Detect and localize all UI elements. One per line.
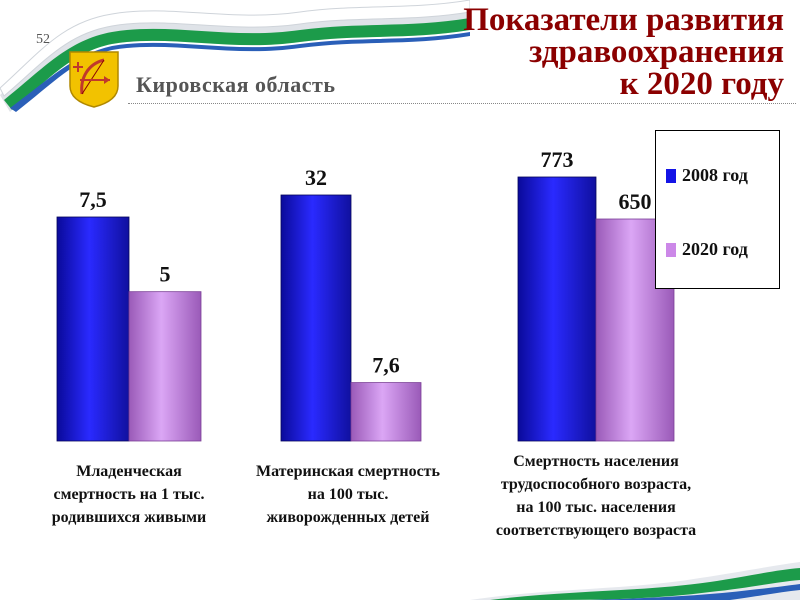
category-label-line: смертность на 1 тыс. (53, 486, 205, 503)
legend-label-2020: 2020 год (682, 239, 748, 259)
chart-legend: 2008 год 2020 год (655, 130, 780, 289)
category-label-line: трудоспособного возраста, (500, 476, 692, 493)
category-label-working-age-mortality: Смертность населения трудоспособного возр… (455, 450, 737, 542)
title-line-2: здравоохранения (529, 34, 784, 70)
category-label-line: живорожденных детей (266, 509, 430, 526)
category-label-line: соответствующего возраста (495, 522, 697, 539)
legend-item-2008: 2008 год (666, 165, 748, 186)
legend-item-2020: 2020 год (666, 239, 748, 260)
flag-ribbon-bottom (470, 562, 800, 600)
bar-2008-cat1 (280, 194, 352, 442)
data-label-2020-cat1: 7,6 (372, 353, 400, 378)
bar-2008-cat0 (56, 216, 130, 442)
category-label-line: родившихся живыми (51, 509, 207, 526)
slide-number: 52 (36, 32, 50, 47)
page-title: Показатели развития здравоохранения к 20… (463, 2, 784, 102)
bar-2008-cat2 (517, 176, 597, 442)
region-name: Кировская область (136, 72, 336, 97)
category-label-line: на 100 тыс. (307, 486, 389, 503)
header-divider (128, 103, 796, 104)
data-label-2008-cat0: 7,5 (79, 187, 107, 212)
kirov-coat-of-arms-icon (69, 51, 119, 108)
title-line-1: Показатели развития (463, 2, 784, 38)
legend-swatch-2008 (666, 168, 676, 183)
category-label-maternal-mortality: Материнская смертность на 100 тыс. живорож… (228, 460, 468, 529)
flag-ribbon (0, 0, 470, 112)
data-label-2008-cat2: 773 (541, 147, 574, 172)
category-label-line: на 100 тыс. населения (516, 499, 676, 516)
data-label-2020-cat0: 5 (160, 262, 171, 287)
bar-2020-cat1 (350, 382, 422, 442)
bar-2020-cat0 (128, 291, 202, 442)
legend-label-2008: 2008 год (682, 165, 748, 185)
data-label-2008-cat1: 32 (305, 165, 327, 190)
category-label-line: Смертность населения (513, 453, 679, 470)
data-label-2020-cat2: 650 (619, 189, 652, 214)
title-line-3: к 2020 году (619, 66, 784, 102)
category-label-line: Младенческая (76, 463, 182, 480)
category-label-line: Материнская смертность (255, 463, 440, 480)
category-label-infant-mortality: Младенческая смертность на 1 тыс. родивших… (14, 460, 244, 529)
legend-swatch-2020 (666, 242, 676, 257)
